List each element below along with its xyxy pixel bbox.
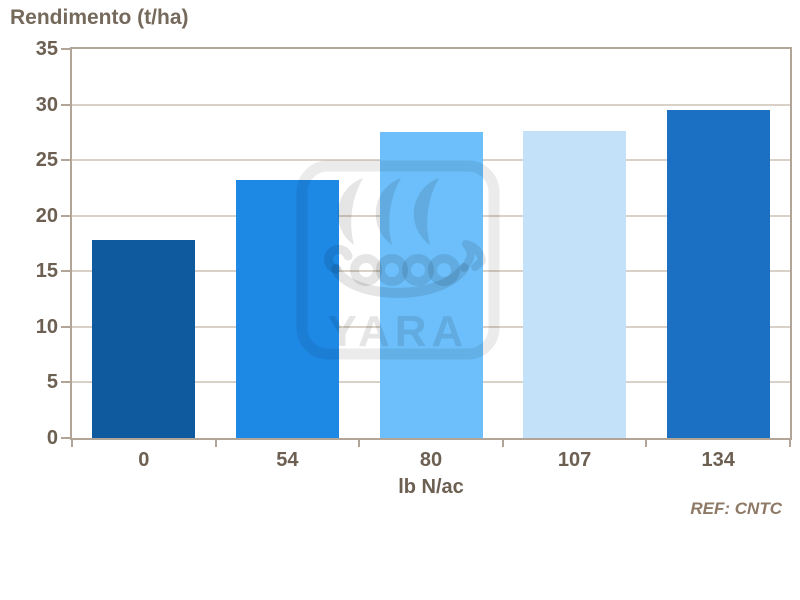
y-axis-label-10: 10: [35, 315, 58, 338]
y-axis-tick-25: [61, 159, 70, 162]
gridline-30: [72, 103, 790, 106]
y-axis-label-0: 0: [46, 427, 58, 449]
x-axis-label-54: 54: [276, 449, 299, 471]
x-axis-label-0: 0: [138, 449, 150, 471]
x-axis-tick-3: [501, 440, 504, 447]
y-axis-label-20: 20: [35, 204, 58, 227]
bar-107: [523, 131, 627, 438]
x-axis-tick-2: [358, 440, 361, 447]
y-axis-tick-15: [61, 270, 70, 273]
y-axis-tick-35: [61, 48, 70, 50]
x-axis-title: lb N/ac: [398, 476, 464, 498]
bar-134: [666, 110, 770, 438]
x-axis-tick-0: [71, 440, 73, 447]
x-axis-label-107: 107: [557, 449, 592, 471]
y-axis-label-25: 25: [35, 149, 58, 172]
y-axis-label-15: 15: [35, 260, 58, 283]
y-axis-tick-30: [61, 103, 70, 106]
x-axis-label-80: 80: [419, 449, 443, 471]
plot-area: [70, 47, 792, 440]
bar-54: [235, 180, 339, 438]
bar-0: [92, 240, 196, 438]
y-axis-tick-20: [61, 214, 70, 217]
x-axis-tick-4: [645, 440, 648, 447]
x-axis-label-134: 134: [701, 449, 735, 471]
chart-title: Rendimento (t/ha): [10, 6, 189, 29]
y-axis-label-5: 5: [46, 371, 58, 394]
x-axis-tick-1: [214, 440, 217, 447]
bar-80: [379, 132, 483, 438]
reference-note: REF: CNTC: [690, 499, 782, 518]
x-axis-tick-5: [789, 440, 791, 447]
y-axis-label-30: 30: [35, 93, 58, 116]
y-axis-label-35: 35: [35, 38, 58, 60]
y-axis-tick-10: [61, 325, 70, 328]
y-axis-tick-5: [61, 381, 70, 384]
y-axis-tick-0: [61, 437, 70, 439]
